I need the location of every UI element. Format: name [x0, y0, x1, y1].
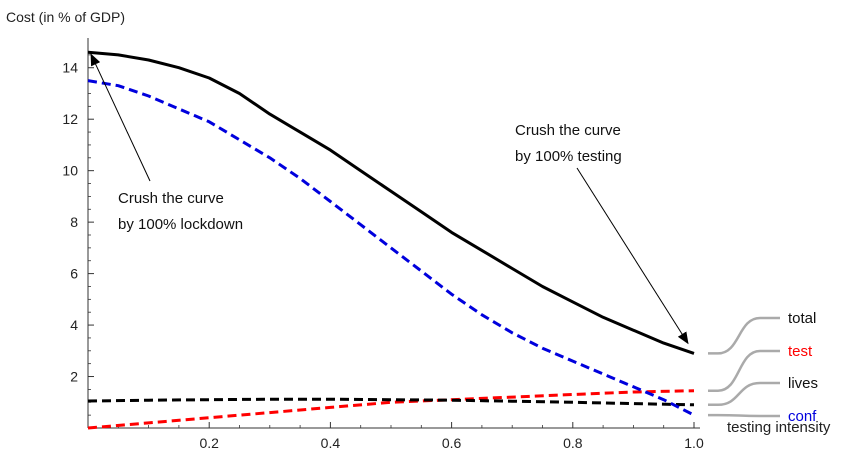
legend-leader-conf: [708, 413, 780, 418]
annotation-text: Crush the curve: [515, 122, 621, 139]
annotation-arrow: [90, 53, 151, 182]
series-line-conf: [87, 79, 695, 417]
legend-label-test: test: [788, 343, 813, 360]
x-tick-label: 0.4: [321, 435, 341, 451]
y-axis-label: Cost (in % of GDP): [6, 9, 125, 25]
y-tick-label: 2: [70, 369, 78, 385]
annotations: Crush the curve by 100% lockdown Crush the…: [90, 53, 689, 345]
legend-leader-total: [708, 316, 780, 355]
legend: total test lives conf: [708, 310, 818, 425]
annotation-text: by 100% lockdown: [118, 216, 243, 233]
series-layer: [87, 50, 695, 430]
x-tick-label: 0.8: [563, 435, 583, 451]
annotation-text: Crush the curve: [118, 190, 224, 207]
y-tick-label: 8: [70, 214, 78, 230]
legend-label-lives: lives: [788, 375, 818, 392]
legend-label-conf: conf: [788, 408, 817, 425]
annotation-text: by 100% testing: [515, 148, 622, 165]
series-line-test: [87, 389, 695, 430]
annotation-arrow: [576, 167, 689, 345]
y-tick-label: 10: [62, 163, 78, 179]
series-line-lives: [87, 397, 695, 407]
y-tick-label: 12: [62, 111, 78, 127]
y-tick-label: 14: [62, 60, 78, 76]
y-tick-label: 4: [70, 317, 78, 333]
legend-leader-test: [708, 349, 780, 392]
x-tick-label: 1.0: [684, 435, 704, 451]
x-tick-label: 0.2: [199, 435, 219, 451]
x-axis-label: testing intensity: [727, 419, 831, 436]
legend-label-total: total: [788, 310, 816, 327]
axes: 0.2 0.4 0.6 0.8 1.0 2 4 6 8 10 12 14: [62, 38, 704, 451]
x-tick-label: 0.6: [442, 435, 462, 451]
y-tick-label: 6: [70, 266, 78, 282]
legend-leader-lives: [708, 381, 780, 407]
series-line-total: [87, 50, 695, 355]
